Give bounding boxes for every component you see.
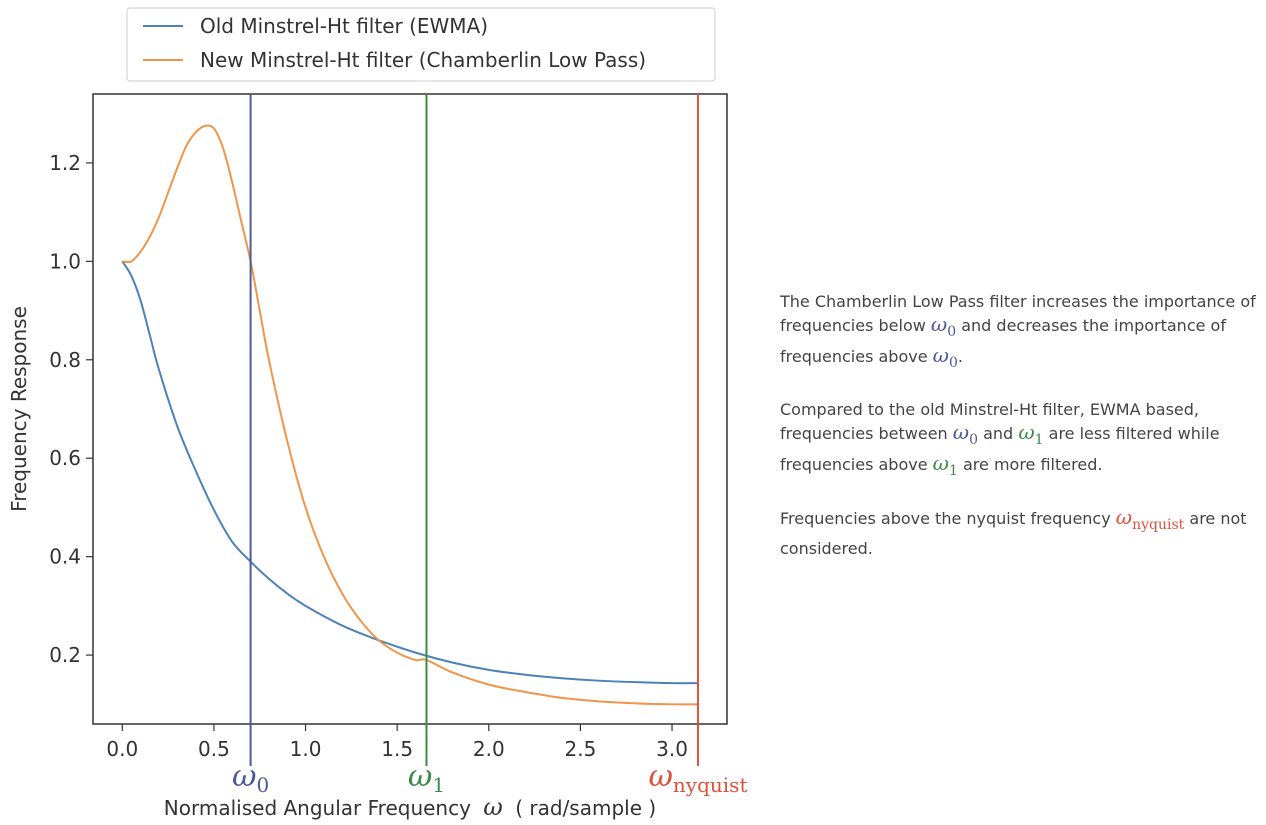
- omega0-symbol: ω0: [952, 420, 979, 449]
- note2-text-d: are more filtered.: [962, 455, 1103, 474]
- x-axis: 0.0 0.5 1.0 1.5 2.0 2.5 3.0: [106, 724, 688, 761]
- note3-text-a: Frequencies above the nyquist frequency: [780, 509, 1111, 528]
- note2-text-a: Compared to the old Minstrel-Ht filter, …: [780, 400, 1200, 443]
- x-axis-label-text: Normalised Angular Frequency: [164, 796, 471, 820]
- x-tick-label: 1.0: [290, 737, 322, 761]
- y-tick-label: 0.4: [49, 545, 81, 569]
- note-paragraph-1: The Chamberlin Low Pass filter increases…: [780, 290, 1260, 375]
- legend-box: [126, 7, 716, 82]
- x-tick-label: 2.5: [565, 737, 597, 761]
- x-tick-label: 0.0: [106, 737, 138, 761]
- note1-text-b: and decreases the importance of frequenc…: [780, 316, 1226, 366]
- series-layer: [121, 124, 698, 706]
- series-line-ewma: [121, 260, 698, 685]
- x-tick-label: 0.5: [198, 737, 230, 761]
- y-tick-label: 1.2: [49, 151, 81, 175]
- omega-nyquist-label: ωnyquist: [648, 759, 747, 797]
- vertical-markers: ω0 ω1 ωnyquist: [232, 94, 747, 797]
- omega0-symbol: ω0: [932, 343, 958, 372]
- note1-text-c: .: [957, 347, 963, 366]
- x-axis-label: Normalised Angular Frequency ω ( rad/sam…: [164, 793, 656, 821]
- note2-text-b: and: [983, 424, 1014, 443]
- x-axis-label-symbol: ω: [483, 793, 503, 821]
- note1-text-a: The Chamberlin Low Pass filter increases…: [780, 292, 1256, 335]
- x-tick-label: 3.0: [656, 737, 688, 761]
- series-line-chamberlin: [122, 124, 698, 706]
- nyquist-symbol: ωnyquist: [1115, 505, 1185, 534]
- y-axis-label: Frequency Response: [7, 306, 31, 512]
- note-paragraph-2: Compared to the old Minstrel-Ht filter, …: [780, 398, 1260, 483]
- omega0-symbol: ω0: [930, 312, 957, 341]
- legend-label-chamberlin: New Minstrel-Ht filter (Chamberlin Low P…: [200, 48, 646, 72]
- annotation-notes: The Chamberlin Low Pass filter increases…: [780, 290, 1260, 583]
- omega1-symbol: ω1: [1018, 420, 1044, 449]
- frequency-response-chart: Old Minstrel-Ht filter (EWMA) New Minstr…: [7, 7, 747, 821]
- y-axis: 0.2 0.4 0.6 0.8 1.0 1.2: [49, 151, 93, 667]
- note2-text-c: are less filtered while frequencies abov…: [780, 424, 1220, 474]
- y-tick-label: 0.8: [49, 348, 81, 372]
- legend-label-ewma: Old Minstrel-Ht filter (EWMA): [200, 14, 488, 38]
- omega0-label: ω0: [232, 759, 269, 797]
- y-tick-label: 0.2: [49, 643, 81, 667]
- y-tick-label: 0.6: [49, 446, 81, 470]
- omega1-label: ω1: [408, 759, 445, 797]
- y-tick-label: 1.0: [49, 249, 81, 273]
- x-tick-label: 2.0: [473, 737, 505, 761]
- omega1-symbol: ω1: [932, 451, 958, 480]
- note-paragraph-3: Frequencies above the nyquist frequency …: [780, 506, 1260, 560]
- x-tick-label: 1.5: [381, 737, 413, 761]
- plot-frame: [92, 93, 728, 725]
- note3-text-b: are not considered.: [780, 509, 1247, 558]
- x-axis-label-unit: ( rad/sample ): [515, 796, 656, 820]
- legend: Old Minstrel-Ht filter (EWMA) New Minstr…: [126, 7, 716, 82]
